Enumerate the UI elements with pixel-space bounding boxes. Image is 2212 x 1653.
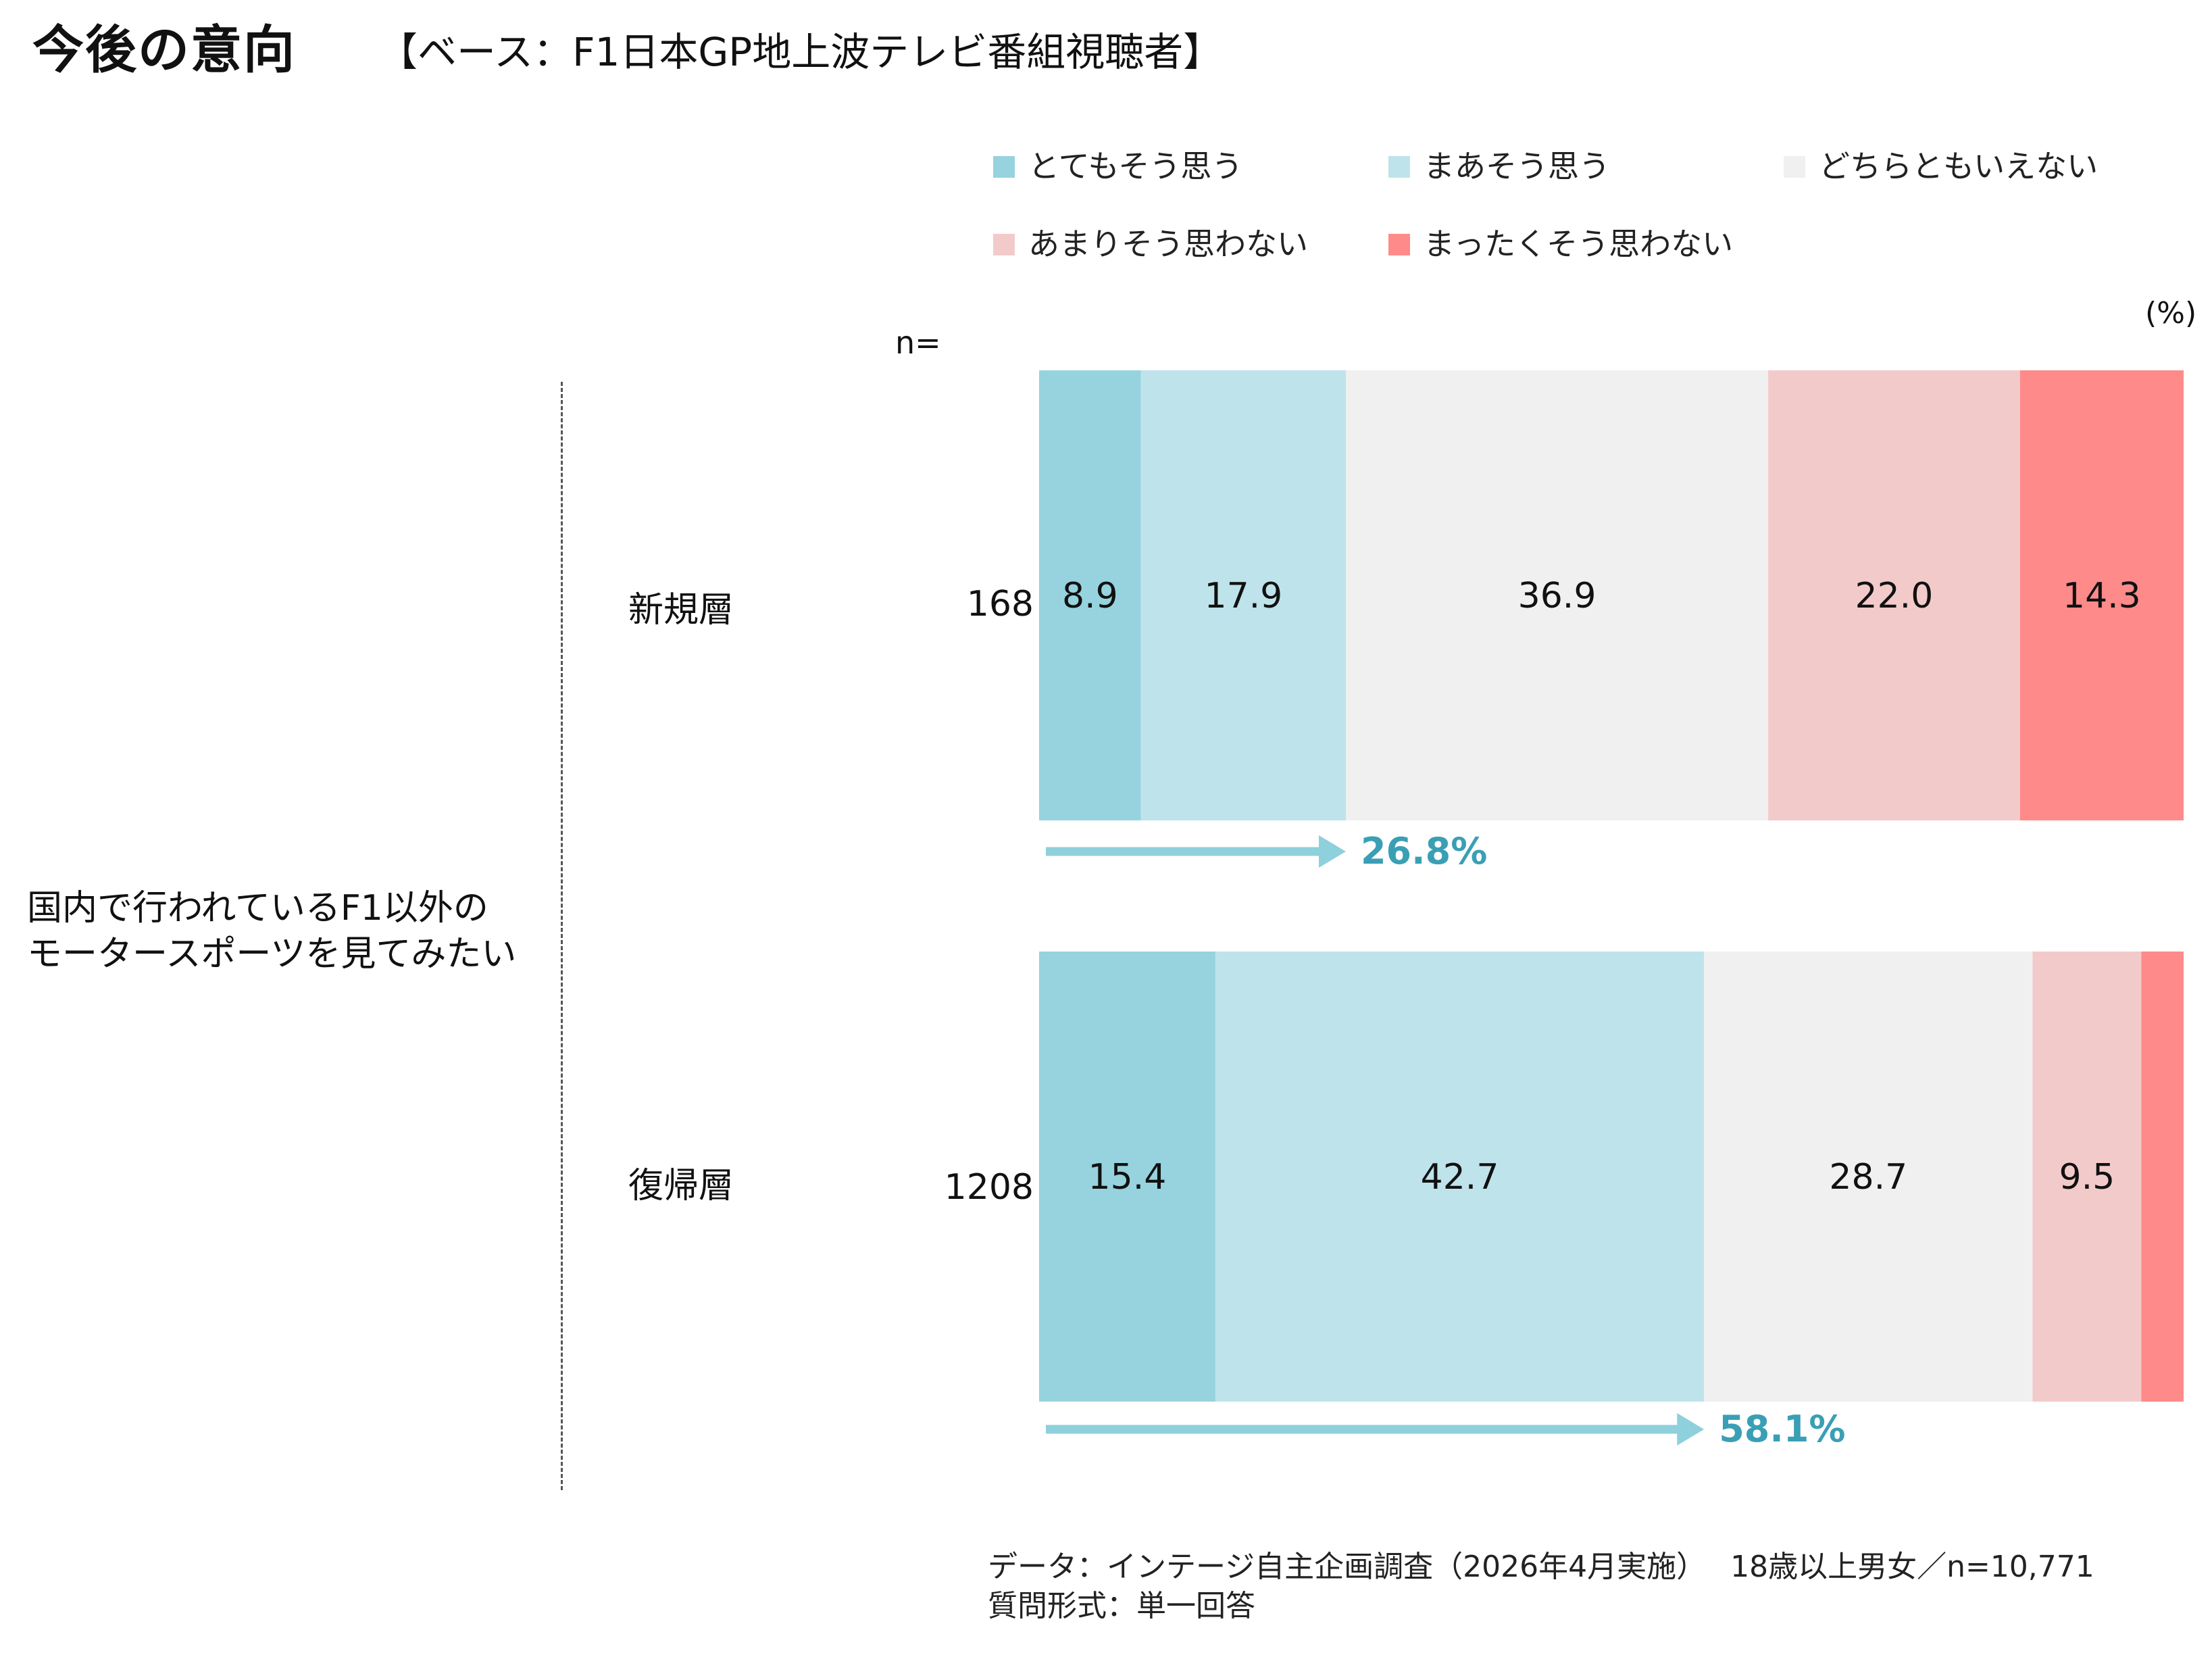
footnote-source: データ：インテージ自主企画調査（2026年4月実施） 18歳以上男女／n=10,… — [988, 1550, 2094, 1584]
bar-segment — [1039, 952, 1215, 1402]
bar-value-label: 14.3 — [2063, 576, 2141, 616]
legend-item: あまりそう思わない — [993, 220, 1308, 264]
legend-label: どちらともいえない — [1819, 148, 2098, 184]
group-label-returning: 復帰層 — [628, 1166, 734, 1206]
bar-segment — [1140, 370, 1346, 820]
n-header: n= — [895, 324, 941, 361]
group-label-new: 新規層 — [628, 590, 734, 631]
bar-value-label: 22.0 — [1855, 576, 1934, 616]
legend-swatch — [1784, 156, 1805, 178]
bar-value-label: 15.4 — [1088, 1157, 1167, 1198]
legend-label: あまりそう思わない — [1028, 226, 1308, 262]
top2-arrow-head — [1318, 835, 1346, 868]
unit-label: (%) — [2145, 296, 2197, 330]
legend-swatch — [1388, 156, 1410, 178]
bar-segment — [1345, 370, 1769, 820]
bar-segment — [2019, 370, 2184, 820]
bar-value-label: 9.5 — [2059, 1157, 2115, 1198]
legend-item: どちらともいえない — [1784, 142, 2098, 187]
bar-segment — [1039, 370, 1141, 820]
base-subtitle: 【ベース：F1日本GP地上波テレビ番組視聴者】 — [378, 29, 1223, 75]
legend-swatch — [1388, 234, 1410, 255]
legend-label: とてもそう思う — [1028, 148, 1243, 184]
bar-value-label: 36.9 — [1518, 576, 1597, 616]
top2-total-label: 26.8% — [1361, 830, 1487, 872]
n-value-returning: 1208 — [944, 1167, 1034, 1208]
bar-value-label: 28.7 — [1829, 1157, 1907, 1198]
footnote-question-format: 質問形式：単一回答 — [988, 1589, 1255, 1623]
n-value-new: 168 — [966, 584, 1034, 624]
bar-segment — [2141, 952, 2184, 1402]
bar-value-label: 17.9 — [1204, 576, 1282, 616]
legend-swatch — [993, 234, 1015, 255]
legend-item: まあそう思う — [1388, 142, 1610, 187]
legend-label: まあそう思う — [1424, 148, 1610, 184]
bar-segment — [1215, 952, 1705, 1402]
question-text: 国内で行われているF1以外の モータースポーツを見てみたい — [27, 888, 517, 974]
bar-segment — [1768, 370, 2020, 820]
legend-label: まったくそう思わない — [1424, 226, 1734, 262]
bar-value-label: 42.7 — [1421, 1157, 1499, 1198]
dashed-divider — [561, 382, 563, 1490]
bar-value-label: 8.9 — [1062, 576, 1118, 616]
legend-swatch — [993, 156, 1015, 178]
top2-arrow-head — [1677, 1413, 1705, 1446]
top2-total-label: 58.1% — [1719, 1408, 1845, 1450]
legend-item: とてもそう思う — [993, 142, 1242, 187]
legend-item: まったくそう思わない — [1388, 220, 1733, 264]
page-title: 今後の意向 — [32, 20, 296, 80]
bar-segment — [2032, 952, 2142, 1402]
bar-segment — [1704, 952, 2033, 1402]
